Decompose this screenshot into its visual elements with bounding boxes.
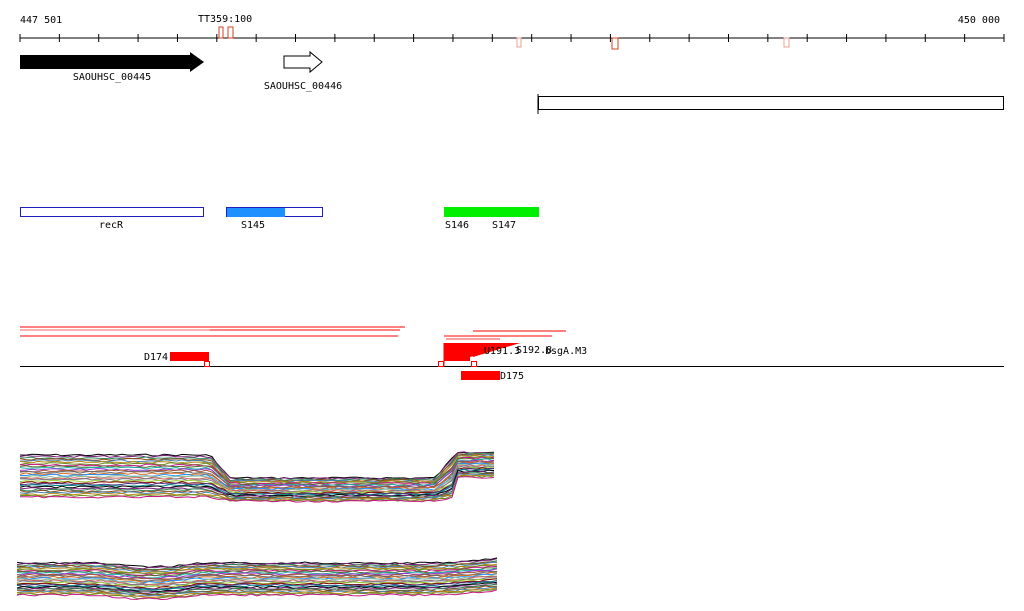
gene-arrow-outline[interactable] <box>283 50 323 74</box>
signal-trace <box>19 452 495 482</box>
feature-label: U191.3 <box>484 346 520 357</box>
signal-trace <box>16 573 498 586</box>
feature-label: D174 <box>144 352 168 363</box>
coordinate-ruler: 447 501 450 000 TT359:100 <box>19 14 1005 50</box>
signal-panel-upper <box>19 451 495 503</box>
ruler-marker-label: TT359:100 <box>198 14 252 25</box>
signal-trace <box>16 582 498 594</box>
gene-label: SAOUHSC_00445 <box>73 72 151 83</box>
signal-trace <box>16 581 498 593</box>
signal-trace <box>16 589 498 601</box>
segment-recr[interactable] <box>20 207 204 217</box>
signal-traces-upper <box>19 451 495 503</box>
ruler-marker <box>783 37 790 48</box>
signal-trace <box>16 578 498 588</box>
segment-s146-s147[interactable] <box>444 207 539 217</box>
signal-trace <box>16 576 498 587</box>
feature-track: D174 U191.3 S192.8 bsgA.M3 D175 <box>20 326 1004 382</box>
signal-trace <box>19 459 495 488</box>
signal-trace <box>19 458 495 487</box>
segment-label: S145 <box>241 220 265 231</box>
feature-wedge[interactable] <box>473 343 520 357</box>
feature-block-d174[interactable] <box>170 352 209 361</box>
ruler-ticks <box>19 34 1005 42</box>
feature-marker <box>204 361 210 367</box>
gene-arrow-filled[interactable] <box>20 52 204 72</box>
signal-trace <box>19 475 495 502</box>
ruler-marker <box>516 37 522 48</box>
ruler-markers <box>218 26 790 50</box>
signal-trace <box>19 457 495 486</box>
segment-label: S146 <box>445 220 469 231</box>
region-box <box>537 94 1004 114</box>
signal-trace <box>19 464 495 493</box>
ruler-end-label: 450 000 <box>958 15 1000 26</box>
signal-trace <box>19 468 495 497</box>
ruler-marker <box>611 37 619 50</box>
signal-trace <box>19 454 495 484</box>
signal-panel-lower <box>16 557 498 601</box>
feature-marker <box>471 361 477 367</box>
signal-trace <box>16 571 498 583</box>
feature-marker <box>438 361 444 367</box>
gene-label: SAOUHSC_00446 <box>264 81 342 92</box>
signal-trace <box>16 558 498 570</box>
segment-track: recR S145 S146 S147 <box>20 207 539 231</box>
signal-trace <box>16 567 498 579</box>
feature-label: D175 <box>500 371 524 382</box>
ruler-start-label: 447 501 <box>20 15 62 26</box>
signal-trace <box>16 560 498 571</box>
feature-block-d175[interactable] <box>461 371 500 380</box>
feature-label: S192.8 <box>516 345 552 356</box>
feature-label: bsgA.M3 <box>545 346 587 357</box>
gene-track: SAOUHSC_00445 SAOUHSC_00446 <box>20 50 342 92</box>
signal-trace <box>19 476 495 503</box>
signal-trace <box>16 585 498 596</box>
signal-trace <box>19 472 495 500</box>
signal-trace <box>19 462 495 491</box>
segment-s145-fill <box>227 208 285 217</box>
signal-trace <box>16 588 498 600</box>
segment-label: S147 <box>492 220 516 231</box>
signal-trace <box>16 563 498 574</box>
region-box-outline[interactable] <box>538 96 1004 110</box>
ruler-marker <box>227 26 234 39</box>
segment-label: recR <box>99 220 124 231</box>
signal-trace <box>19 467 495 495</box>
ruler-marker <box>218 26 224 39</box>
signal-traces-lower <box>16 557 498 601</box>
signal-trace <box>19 466 495 494</box>
signal-trace <box>16 587 498 598</box>
